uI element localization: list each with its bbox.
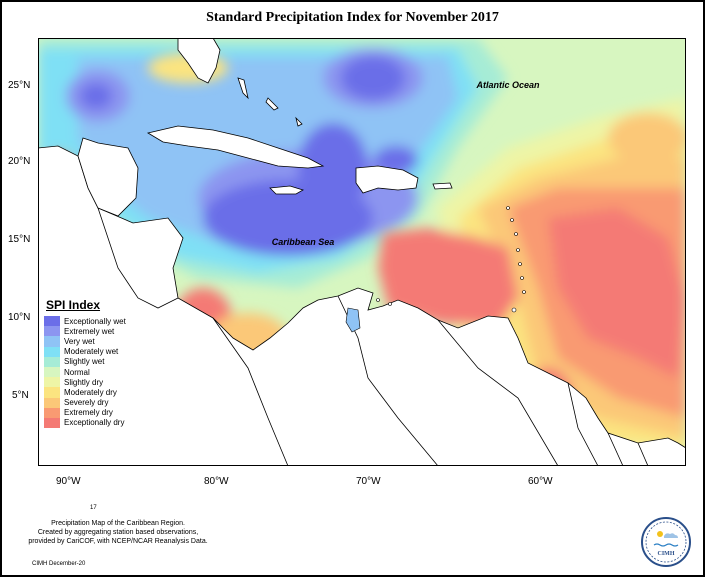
island-10	[388, 302, 392, 306]
legend-swatch	[44, 336, 60, 347]
island-8	[511, 307, 517, 313]
island-4	[516, 248, 520, 252]
wave-icon	[653, 543, 679, 547]
island-7	[522, 290, 526, 294]
legend-label: Extremely wet	[64, 326, 115, 336]
legend-swatch	[44, 377, 60, 388]
legend-title: SPI Index	[46, 298, 101, 312]
island-1	[506, 206, 510, 210]
border-4	[437, 319, 559, 466]
lon-tick-80: 80°W	[204, 476, 229, 487]
land-florida	[177, 38, 221, 84]
legend-label: Normal	[64, 367, 90, 377]
footer-credit: CIMH December-20	[32, 561, 86, 567]
legend-item: Very wet	[44, 336, 126, 347]
border-6	[607, 432, 624, 466]
legend-item: Exceptionally wet	[44, 316, 126, 327]
legend-swatch	[44, 407, 60, 418]
border-7	[637, 442, 649, 466]
land-bahamas-1	[237, 77, 249, 100]
land-jamaica	[269, 185, 305, 195]
lat-tick-10: 10°N	[8, 312, 31, 323]
legend-swatch	[44, 316, 60, 327]
lon-tick-60: 60°W	[528, 476, 553, 487]
island-9	[376, 298, 380, 302]
legend-label: Very wet	[64, 336, 95, 346]
legend-item: Slightly wet	[44, 356, 126, 367]
caption-line-3: provided by CariCOF, with NCEP/NCAR Rean…	[28, 538, 208, 545]
lat-tick-15: 15°N	[8, 234, 31, 245]
island-6	[520, 276, 524, 280]
legend-label: Moderately dry	[64, 387, 117, 397]
border-2	[212, 317, 289, 466]
border-1	[97, 207, 179, 309]
lat-tick-25: 25°N	[8, 80, 31, 91]
lat-tick-20: 20°N	[8, 156, 31, 167]
legend-label: Extremely dry	[64, 408, 113, 418]
legend-swatch	[44, 397, 60, 408]
legend-label: Severely dry	[64, 398, 109, 408]
sun-icon	[657, 531, 663, 537]
legend-item: Slightly dry	[44, 377, 126, 388]
map-title: Standard Precipitation Index for Novembe…	[206, 10, 499, 25]
legend-item: Extremely dry	[44, 407, 126, 418]
page-number: 17	[90, 505, 97, 511]
field-exceptionally-dry-east	[548, 208, 686, 378]
land-bahamas-2	[265, 97, 279, 111]
field-exceptionally-wet-2	[298, 123, 368, 213]
field-exceptionally-dry-central	[378, 228, 518, 328]
lake-maracaibo	[345, 307, 361, 333]
border-5	[567, 382, 599, 466]
map-border	[38, 38, 686, 466]
label-atlantic: Atlantic Ocean	[475, 80, 540, 90]
land-yucatan	[77, 137, 139, 217]
legend-item: Moderately dry	[44, 387, 126, 398]
island-2	[510, 218, 514, 222]
land-cuba	[146, 125, 325, 169]
label-caribbean: Caribbean Sea	[272, 237, 335, 247]
legend-label: Exceptionally wet	[64, 316, 126, 326]
legend-swatch	[44, 366, 60, 378]
cimh-logo: CIMH	[641, 517, 691, 567]
field-exceptionally-wet-3	[341, 56, 405, 100]
logo-text: CIMH	[658, 551, 675, 557]
legend-item: Exceptionally dry	[44, 417, 126, 429]
field-exceptionally-wet-4	[80, 83, 112, 109]
legend-item: Normal	[44, 366, 126, 378]
legend-swatch	[44, 326, 60, 337]
legend-item: Severely dry	[44, 397, 126, 408]
legend-swatch	[44, 417, 60, 429]
land-puerto-rico	[432, 182, 453, 190]
legend-item: Moderately wet	[44, 346, 126, 357]
legend-label: Slightly dry	[64, 377, 104, 387]
lat-tick-5: 5°N	[12, 390, 29, 401]
island-5	[518, 262, 522, 266]
field-dry-ne	[608, 113, 686, 163]
spi-map: Atlantic Ocean Caribbean Sea	[38, 38, 686, 466]
lon-tick-90: 90°W	[56, 476, 81, 487]
land-central-america	[38, 145, 686, 466]
legend-label: Moderately wet	[64, 347, 119, 357]
legend-swatch	[44, 346, 60, 357]
map-caption: Precipitation Map of the Caribbean Regio…	[18, 519, 218, 546]
land-hispaniola	[355, 165, 419, 194]
legend-label: Exceptionally dry	[64, 418, 125, 428]
legend-label: Slightly wet	[64, 357, 105, 367]
caption-line-2: Created by aggregating station based obs…	[37, 529, 199, 536]
cloud-icon	[664, 533, 678, 538]
legend: Exceptionally wet Extremely wet Very wet…	[44, 316, 126, 429]
island-3	[514, 232, 518, 236]
legend-item: Extremely wet	[44, 326, 126, 337]
caption-line-1: Precipitation Map of the Caribbean Regio…	[51, 520, 185, 527]
legend-swatch	[44, 387, 60, 398]
land-bahamas-3	[295, 116, 303, 127]
lon-tick-70: 70°W	[356, 476, 381, 487]
legend-swatch	[44, 356, 60, 367]
